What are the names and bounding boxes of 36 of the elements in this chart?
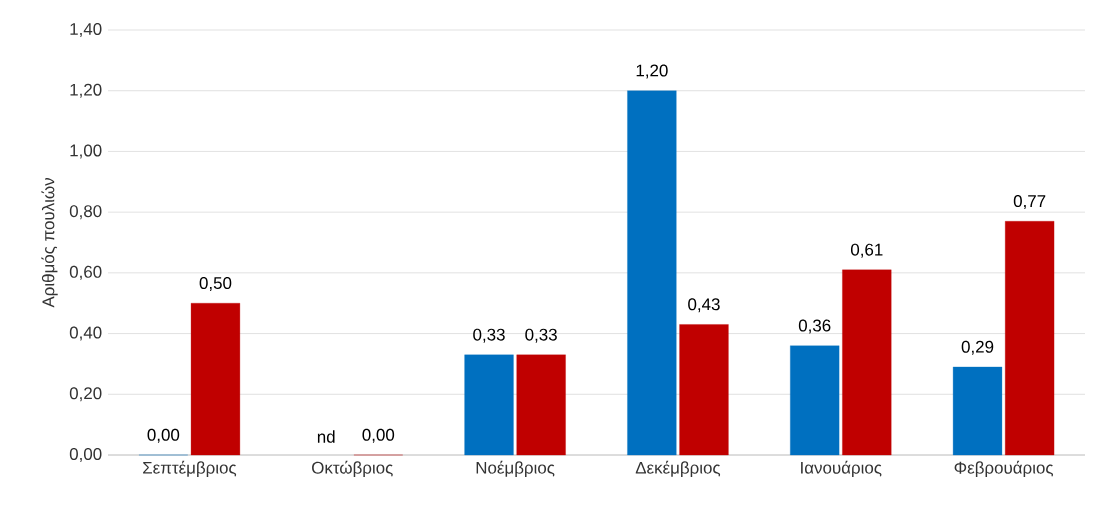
x-tick-label: Δεκέμβριος [635,460,721,478]
bar [952,366,1003,456]
x-tick-label: Νοέμβριος [476,460,555,478]
y-tick-label: 0,80 [69,205,102,220]
data-label: 0,77 [1013,195,1046,210]
data-label: 0,33 [473,328,505,343]
y-tick-label: 1,40 [70,23,102,37]
y-tick-label: 1,20 [70,83,102,98]
x-tick-label: Σεπτέμβριος [143,460,237,478]
data-label: 0,29 [961,340,994,355]
bar [516,354,566,456]
bar [464,354,514,456]
y-tick-label: 0,20 [69,387,102,402]
y-tick-label: 1,00 [70,144,102,159]
x-tick-label: Οκτώβριος [312,460,393,478]
bar [790,345,840,456]
data-label: 0,43 [688,298,720,313]
bar [679,324,729,456]
text: nd [317,430,335,443]
y-tick-label: 0,60 [69,265,102,280]
data-label: 0,50 [199,277,232,292]
data-label: 0,00 [147,428,180,443]
data-label: 0,33 [525,328,557,343]
data-label: 1,20 [636,64,668,79]
y-tick-label: 0,40 [69,326,102,341]
y-tick-label: 0,00 [69,448,102,462]
y-axis-title: Αριθμός πουλιών [41,178,58,308]
data-label: 0,00 [362,428,395,443]
data-label: 0,61 [850,243,883,258]
x-tick-label: Φεβρουάριος [954,460,1054,478]
bar [1005,221,1055,456]
x-tick-label: Ιανουάριος [801,460,882,478]
bar [190,303,241,456]
bar [842,269,892,456]
data-label: 0,36 [798,319,831,334]
bar [627,90,677,456]
